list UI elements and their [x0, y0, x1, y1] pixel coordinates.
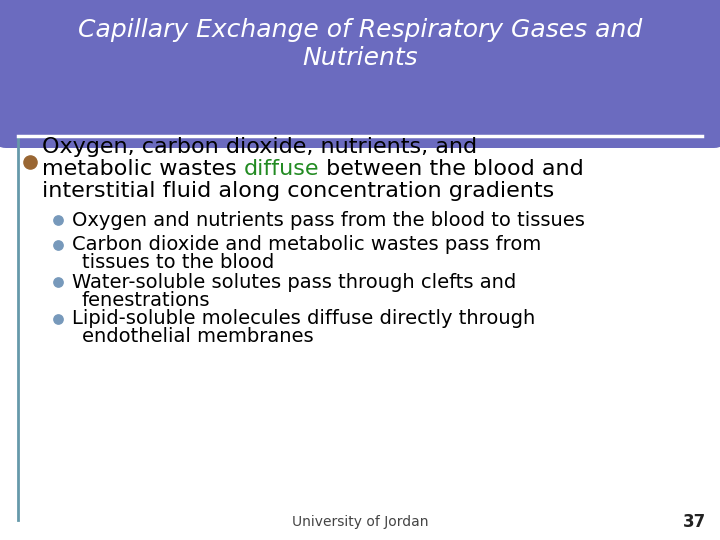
Text: Lipid-soluble molecules diffuse directly through: Lipid-soluble molecules diffuse directly…: [72, 309, 535, 328]
Point: [53, 278, 64, 286]
Point: [53, 241, 64, 249]
Text: interstitial fluid along concentration gradients: interstitial fluid along concentration g…: [42, 181, 554, 201]
Text: Oxygen and nutrients pass from the blood to tissues: Oxygen and nutrients pass from the blood…: [72, 211, 585, 229]
Text: endothelial membranes: endothelial membranes: [82, 327, 314, 347]
Text: Carbon dioxide and metabolic wastes pass from: Carbon dioxide and metabolic wastes pass…: [72, 235, 541, 254]
Text: between the blood and: between the blood and: [320, 159, 584, 179]
Text: 37: 37: [683, 513, 706, 531]
Text: University of Jordan: University of Jordan: [292, 515, 428, 529]
Text: Capillary Exchange of Respiratory Gases and: Capillary Exchange of Respiratory Gases …: [78, 18, 642, 42]
Bar: [7, 106, 713, 136]
Text: Water-soluble solutes pass through clefts and: Water-soluble solutes pass through cleft…: [72, 273, 516, 292]
Text: Nutrients: Nutrients: [302, 46, 418, 70]
Text: fenestrations: fenestrations: [82, 291, 210, 309]
Text: metabolic wastes: metabolic wastes: [42, 159, 244, 179]
Point: [53, 315, 64, 323]
Text: diffuse: diffuse: [244, 159, 320, 179]
Point: [53, 215, 64, 224]
Text: tissues to the blood: tissues to the blood: [82, 253, 274, 273]
FancyBboxPatch shape: [0, 0, 720, 148]
Text: Oxygen, carbon dioxide, nutrients, and: Oxygen, carbon dioxide, nutrients, and: [42, 137, 477, 157]
Point: [24, 158, 36, 166]
